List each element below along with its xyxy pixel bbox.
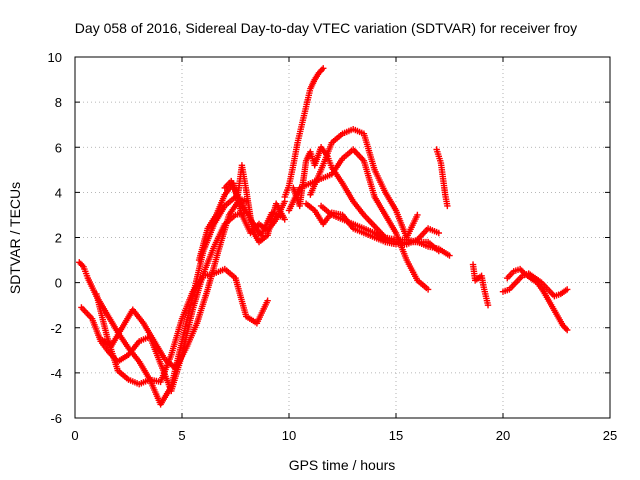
chart-title: Day 058 of 2016, Sidereal Day-to-day VTE… <box>75 20 577 36</box>
data-point <box>444 202 451 210</box>
y-tick-label: -4 <box>50 366 62 381</box>
data-point <box>435 229 442 237</box>
series-track-11 <box>307 126 421 241</box>
y-tick-label: 2 <box>55 231 62 246</box>
data-marks <box>76 65 571 408</box>
x-tick-label: 25 <box>603 428 617 443</box>
data-point <box>264 297 271 304</box>
y-tick-label: 6 <box>55 140 62 155</box>
y-tick-label: 0 <box>55 276 62 291</box>
x-tick-label: 10 <box>282 428 296 443</box>
grid <box>75 57 610 418</box>
series-track-12 <box>317 202 442 248</box>
series-track-14 <box>469 261 492 309</box>
y-tick-label: 4 <box>55 185 62 200</box>
y-tick-label: 8 <box>55 95 62 110</box>
x-tick-label: 5 <box>178 428 185 443</box>
data-point <box>320 65 327 72</box>
x-tick-label: 15 <box>389 428 403 443</box>
data-point <box>281 216 288 223</box>
data-point <box>414 211 421 219</box>
series-track-15 <box>504 265 571 334</box>
data-point <box>564 326 571 334</box>
series-track-4 <box>97 195 286 372</box>
data-point <box>424 286 432 293</box>
y-tick-label: -2 <box>50 321 62 336</box>
series-track-7 <box>281 65 327 201</box>
data-point <box>484 301 492 309</box>
x-axis-label: GPS time / hours <box>289 457 396 473</box>
y-axis-label: SDTVAR / TECUs <box>7 182 23 294</box>
x-tick-label: 20 <box>496 428 510 443</box>
y-tick-label: -6 <box>50 411 62 426</box>
y-tick-label: 10 <box>48 50 62 65</box>
x-tick-label: 0 <box>71 428 78 443</box>
series-track-16 <box>499 270 571 300</box>
axis-ticks: 0 5 10 15 20 25 -6 -4 -2 0 2 4 6 8 10 <box>48 50 618 443</box>
data-point <box>564 286 571 293</box>
series-track-6 <box>221 162 288 246</box>
series-track-13 <box>433 146 451 210</box>
data-point <box>446 252 453 259</box>
series-track-9 <box>285 146 432 293</box>
